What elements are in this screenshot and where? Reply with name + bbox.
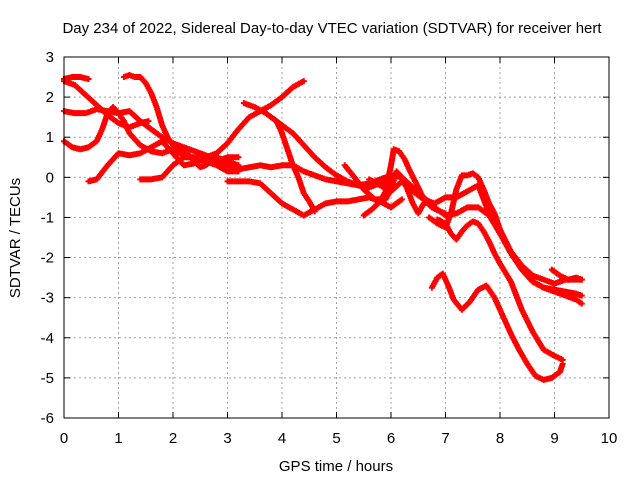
y-tick-label: -4 [41, 330, 54, 347]
x-tick-label: 8 [496, 430, 504, 447]
data-point-marker [235, 154, 242, 161]
data-point-marker [145, 118, 152, 125]
x-tick-label: 2 [169, 430, 177, 447]
x-axis-label: GPS time / hours [279, 458, 393, 475]
x-tick-label: 6 [387, 430, 395, 447]
series-arc-17 [548, 266, 585, 283]
x-tick-label: 9 [550, 430, 558, 447]
y-tick-label: 1 [46, 129, 54, 146]
x-tick-label: 5 [332, 430, 340, 447]
y-tick-label: -2 [41, 250, 54, 267]
y-tick-label: 0 [46, 169, 54, 186]
y-axis-label: SDTVAR / TECUs [7, 178, 24, 298]
y-tick-label: -6 [41, 410, 54, 427]
data-point-marker [235, 168, 242, 175]
series-layer [61, 72, 585, 383]
series-arc-12 [360, 146, 449, 219]
x-tick-label: 1 [114, 430, 122, 447]
x-tick-label: 3 [223, 430, 231, 447]
y-tick-label: -5 [41, 370, 54, 387]
data-point-marker [398, 196, 405, 203]
y-tick-label: -1 [41, 209, 54, 226]
series-arc-2 [61, 74, 92, 83]
data-point-marker [85, 76, 92, 83]
x-tick-label: 7 [441, 430, 449, 447]
data-point-marker [311, 208, 318, 215]
y-tick-label: 2 [46, 89, 54, 106]
y-tick-label: 3 [46, 49, 54, 66]
x-tick-label: 10 [601, 430, 618, 447]
chart-title: Day 234 of 2022, Sidereal Day-to-day VTE… [62, 20, 602, 37]
y-tick-label: -3 [41, 290, 54, 307]
x-tick-label: 0 [60, 430, 68, 447]
series-arc-15 [434, 216, 566, 363]
data-point-marker [578, 276, 585, 283]
tick-layer: 0 1 2 3 4 5 6 7 8 9 10 -6 -5 -4 -3 -2 -1 0 1 2 3 [41, 49, 618, 447]
data-point-marker [578, 292, 585, 299]
data-point-marker [442, 210, 449, 217]
data-point-marker [578, 300, 585, 307]
series-arc-14 [426, 170, 585, 307]
data-point-marker [300, 78, 307, 85]
x-tick-label: 4 [278, 430, 286, 447]
data-point-marker [235, 162, 242, 169]
data-point-marker [559, 360, 566, 367]
series-arc-16 [428, 270, 566, 383]
